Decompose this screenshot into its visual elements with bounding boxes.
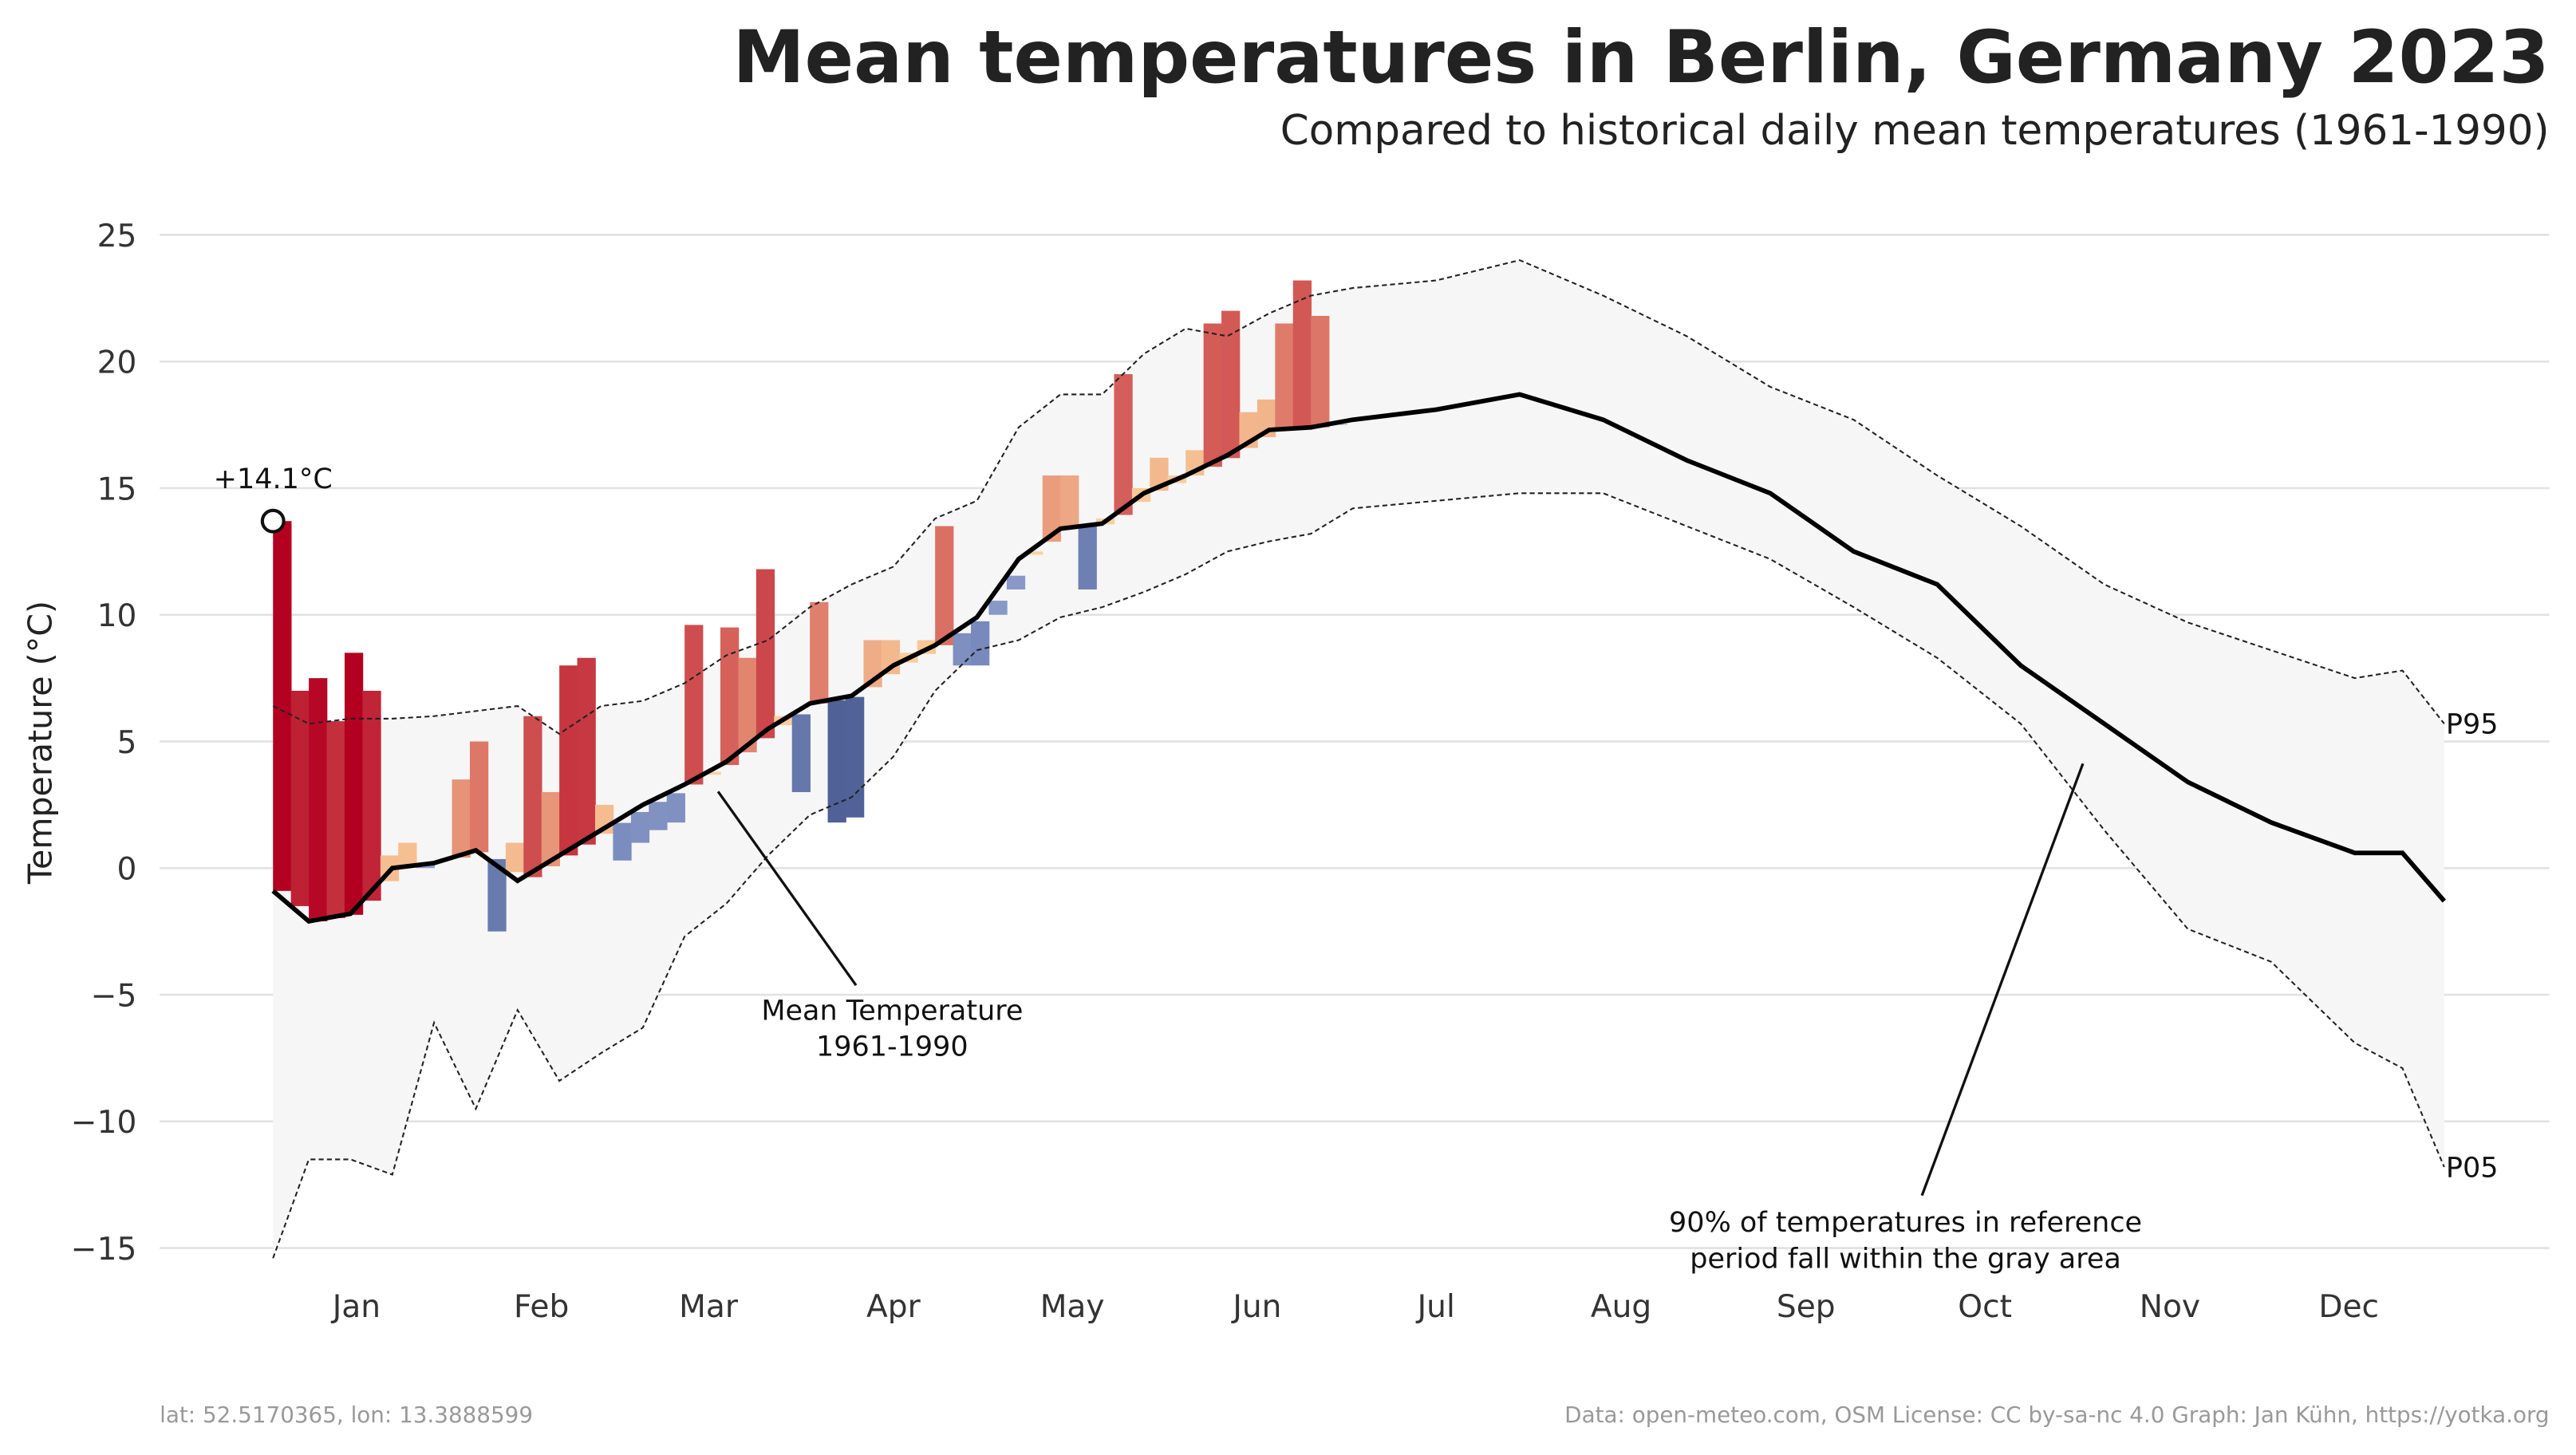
y-tick-label: 20 bbox=[97, 345, 137, 381]
observed-bar bbox=[398, 842, 417, 868]
observed-bar bbox=[738, 657, 757, 753]
band-annotation: 90% of temperatures in reference bbox=[1669, 1207, 2142, 1239]
y-tick-label: 0 bbox=[116, 852, 136, 888]
chart-title: Mean temperatures in Berlin, Germany 202… bbox=[733, 16, 2550, 100]
observed-bar bbox=[971, 621, 990, 666]
x-tick-label: Jul bbox=[1415, 1289, 1455, 1325]
observed-bar bbox=[523, 716, 542, 877]
observed-bar bbox=[666, 793, 685, 823]
y-tick-label: 25 bbox=[97, 219, 137, 254]
observed-bar bbox=[649, 802, 668, 830]
reference-band bbox=[273, 260, 2444, 1259]
x-tick-label: Apr bbox=[866, 1289, 921, 1325]
mean-line bbox=[271, 392, 2446, 925]
observed-bar bbox=[935, 526, 954, 645]
observed-bar bbox=[1006, 575, 1026, 589]
x-tick-label: Feb bbox=[514, 1289, 569, 1325]
x-tick-label: Jun bbox=[1230, 1289, 1281, 1325]
line-layer bbox=[271, 259, 2446, 1259]
observed-bar bbox=[469, 741, 489, 853]
observed-bar bbox=[362, 690, 381, 901]
observed-bar bbox=[290, 690, 310, 906]
observed-bar bbox=[487, 858, 507, 932]
x-tick-label: May bbox=[1040, 1289, 1105, 1325]
observed-bar bbox=[720, 627, 740, 765]
footer-left: lat: 52.5170365, lon: 13.3888599 bbox=[160, 1402, 533, 1428]
percentile-line bbox=[272, 259, 2445, 735]
series-label: P05 bbox=[2446, 1152, 2499, 1184]
observed-bar bbox=[827, 700, 846, 823]
observed-bar bbox=[309, 678, 328, 921]
band-layer bbox=[273, 260, 2444, 1259]
observed-bar bbox=[953, 633, 972, 666]
x-tick-label: Sep bbox=[1777, 1289, 1836, 1325]
x-tick-label: Jan bbox=[330, 1289, 381, 1325]
observed-bar bbox=[559, 665, 578, 856]
x-tick-label: Oct bbox=[1958, 1289, 2012, 1325]
y-tick-label: −15 bbox=[71, 1232, 137, 1268]
observed-bar bbox=[577, 657, 596, 845]
observed-bar bbox=[810, 601, 829, 704]
annotation-leader bbox=[1920, 763, 2085, 1197]
x-tick-label: Dec bbox=[2318, 1289, 2379, 1325]
observed-bar bbox=[344, 653, 364, 915]
y-tick-label: 10 bbox=[97, 598, 137, 634]
max-label: +14.1°C bbox=[214, 463, 333, 495]
observed-bar bbox=[452, 779, 471, 858]
observed-bar bbox=[1203, 323, 1222, 467]
observed-bar bbox=[702, 771, 721, 775]
observed-bar bbox=[416, 865, 435, 869]
observed-bar bbox=[846, 696, 865, 818]
y-tick-label: 15 bbox=[97, 471, 137, 507]
observed-bar bbox=[1221, 310, 1241, 459]
observed-bar bbox=[684, 625, 704, 785]
mean-annotation: Mean Temperature bbox=[761, 995, 1023, 1027]
observed-bar bbox=[791, 714, 811, 793]
observed-bar bbox=[1114, 374, 1133, 515]
percentile-line bbox=[272, 492, 2445, 1259]
x-tick-label: Aug bbox=[1591, 1289, 1651, 1325]
observed-bar bbox=[1042, 475, 1062, 542]
observed-bar bbox=[273, 521, 292, 891]
chart-subtitle: Compared to historical daily mean temper… bbox=[1280, 107, 2550, 155]
x-tick-label: Mar bbox=[679, 1289, 739, 1325]
y-axis-label: Temperature (°C) bbox=[21, 601, 59, 885]
observed-bar bbox=[1024, 551, 1043, 555]
observed-bar bbox=[1060, 475, 1079, 529]
band-annotation: period fall within the gray area bbox=[1690, 1243, 2121, 1275]
observed-bar bbox=[1078, 526, 1097, 589]
x-tick-label: Nov bbox=[2140, 1289, 2200, 1325]
observed-bar bbox=[505, 842, 525, 873]
observed-bar bbox=[1311, 316, 1330, 428]
annotation-leader bbox=[716, 791, 858, 987]
footer-right: Data: open-meteo.com, OSM License: CC by… bbox=[1564, 1402, 2549, 1428]
label-layer: Mean Temperature 1961-1990 90% of temper… bbox=[214, 463, 2499, 1275]
max-marker bbox=[260, 508, 286, 534]
y-tick-label: −5 bbox=[91, 978, 137, 1014]
observed-bar bbox=[1275, 323, 1294, 430]
observed-bar bbox=[988, 601, 1008, 615]
observed-bar bbox=[613, 822, 632, 861]
observed-layer bbox=[273, 280, 1347, 932]
series-label: P95 bbox=[2446, 709, 2499, 741]
observed-bar bbox=[755, 569, 775, 739]
y-tick-label: 5 bbox=[116, 725, 136, 761]
y-tick-label: −10 bbox=[71, 1105, 137, 1141]
mean-annotation: 1961-1990 bbox=[816, 1031, 968, 1063]
observed-bar bbox=[326, 721, 345, 918]
observed-bar bbox=[541, 792, 560, 867]
observed-bar bbox=[630, 811, 650, 843]
observed-bar bbox=[1292, 280, 1312, 429]
